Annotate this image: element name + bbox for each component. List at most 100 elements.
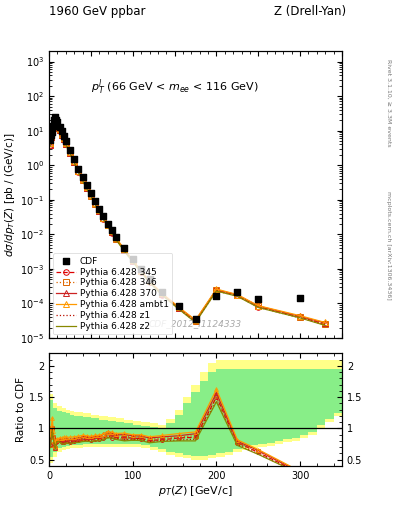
Pythia 6.428 346 — [72, 159, 77, 165]
Pythia 6.428 ambt1 — [97, 207, 102, 214]
Pythia 6.428 346 — [110, 229, 114, 236]
Pythia 6.428 z2 — [55, 122, 60, 129]
Pythia 6.428 z2 — [64, 142, 68, 148]
Pythia 6.428 z1 — [114, 237, 118, 243]
Pythia 6.428 z1 — [59, 132, 64, 138]
Pythia 6.428 z1 — [52, 122, 57, 128]
Pythia 6.428 346 — [49, 134, 53, 140]
Pythia 6.428 345 — [176, 305, 181, 311]
Pythia 6.428 346 — [52, 121, 57, 127]
Pythia 6.428 z2 — [93, 202, 97, 208]
Pythia 6.428 z2 — [53, 120, 58, 126]
Pythia 6.428 346 — [50, 129, 55, 135]
Pythia 6.428 z1 — [88, 194, 93, 200]
Pythia 6.428 z2 — [323, 323, 327, 329]
Pythia 6.428 346 — [80, 177, 85, 183]
Text: mcplots.cern.ch [arXiv:1306.3436]: mcplots.cern.ch [arXiv:1306.3436] — [386, 191, 391, 300]
Pythia 6.428 345 — [49, 134, 53, 140]
Pythia 6.428 346 — [122, 247, 127, 253]
Pythia 6.428 z1 — [48, 142, 53, 148]
Pythia 6.428 346 — [193, 318, 198, 324]
Pythia 6.428 346 — [88, 193, 93, 199]
Pythia 6.428 z1 — [84, 185, 89, 191]
Pythia 6.428 z2 — [176, 306, 181, 312]
Pythia 6.428 ambt1 — [323, 319, 327, 326]
Pythia 6.428 ambt1 — [50, 127, 55, 133]
Pythia 6.428 346 — [323, 321, 327, 327]
Pythia 6.428 346 — [176, 305, 181, 311]
Pythia 6.428 370 — [160, 291, 164, 297]
Pythia 6.428 ambt1 — [61, 135, 66, 141]
Line: Pythia 6.428 345: Pythia 6.428 345 — [48, 120, 328, 327]
Pythia 6.428 ambt1 — [76, 167, 81, 174]
Pythia 6.428 345 — [80, 177, 85, 183]
Y-axis label: $d\sigma/dp_T(Z)$ [pb / (GeV/c)]: $d\sigma/dp_T(Z)$ [pb / (GeV/c)] — [3, 132, 17, 257]
Pythia 6.428 ambt1 — [48, 140, 53, 146]
Pythia 6.428 ambt1 — [256, 303, 261, 309]
Pythia 6.428 z2 — [122, 248, 127, 254]
Pythia 6.428 z2 — [51, 125, 56, 132]
Pythia 6.428 z2 — [50, 130, 55, 136]
Pythia 6.428 z2 — [298, 315, 303, 321]
Pythia 6.428 346 — [53, 120, 58, 126]
CDF — [52, 113, 59, 121]
Pythia 6.428 ambt1 — [52, 120, 57, 126]
Pythia 6.428 370 — [51, 124, 56, 131]
CDF — [84, 181, 90, 189]
Pythia 6.428 346 — [298, 314, 303, 320]
Line: Pythia 6.428 370: Pythia 6.428 370 — [48, 120, 328, 326]
Y-axis label: Ratio to CDF: Ratio to CDF — [16, 377, 26, 442]
Pythia 6.428 z2 — [110, 230, 114, 236]
Pythia 6.428 z1 — [80, 178, 85, 184]
CDF — [48, 131, 54, 139]
CDF — [130, 255, 136, 263]
Pythia 6.428 z1 — [235, 293, 240, 299]
Pythia 6.428 z1 — [193, 319, 198, 325]
Pythia 6.428 z1 — [256, 304, 261, 310]
Pythia 6.428 345 — [72, 159, 77, 165]
CDF — [75, 164, 82, 173]
Pythia 6.428 z2 — [72, 160, 77, 166]
Pythia 6.428 345 — [64, 141, 68, 147]
Pythia 6.428 z2 — [214, 288, 219, 294]
CDF — [213, 292, 220, 301]
CDF — [297, 294, 303, 303]
Pythia 6.428 345 — [105, 222, 110, 228]
Pythia 6.428 ambt1 — [105, 222, 110, 228]
Pythia 6.428 346 — [114, 236, 118, 242]
Pythia 6.428 z2 — [49, 135, 53, 141]
CDF — [51, 116, 57, 124]
CDF — [105, 220, 111, 228]
CDF — [113, 232, 119, 241]
CDF — [49, 128, 55, 136]
Pythia 6.428 z1 — [76, 169, 81, 175]
Pythia 6.428 z1 — [54, 120, 59, 126]
CDF — [61, 132, 67, 140]
Pythia 6.428 z1 — [50, 130, 55, 136]
Pythia 6.428 345 — [61, 137, 66, 143]
Pythia 6.428 z2 — [114, 237, 118, 243]
Pythia 6.428 z2 — [101, 217, 106, 223]
Pythia 6.428 z1 — [72, 160, 77, 166]
Pythia 6.428 370 — [61, 136, 66, 142]
CDF — [57, 123, 63, 131]
Pythia 6.428 370 — [84, 184, 89, 190]
Pythia 6.428 345 — [52, 121, 57, 127]
Pythia 6.428 345 — [76, 168, 81, 175]
Pythia 6.428 z1 — [110, 230, 114, 236]
Pythia 6.428 345 — [114, 236, 118, 242]
Pythia 6.428 z2 — [48, 143, 53, 149]
Pythia 6.428 345 — [160, 291, 164, 297]
Pythia 6.428 346 — [130, 258, 135, 264]
Pythia 6.428 370 — [88, 193, 93, 199]
Pythia 6.428 370 — [101, 215, 106, 221]
Pythia 6.428 z2 — [68, 151, 72, 157]
Pythia 6.428 ambt1 — [80, 176, 85, 182]
Pythia 6.428 345 — [55, 122, 60, 128]
Pythia 6.428 345 — [88, 193, 93, 199]
Pythia 6.428 ambt1 — [139, 268, 143, 274]
Pythia 6.428 z2 — [76, 169, 81, 176]
Pythia 6.428 345 — [97, 208, 102, 215]
Pythia 6.428 346 — [214, 287, 219, 293]
CDF — [159, 287, 165, 295]
